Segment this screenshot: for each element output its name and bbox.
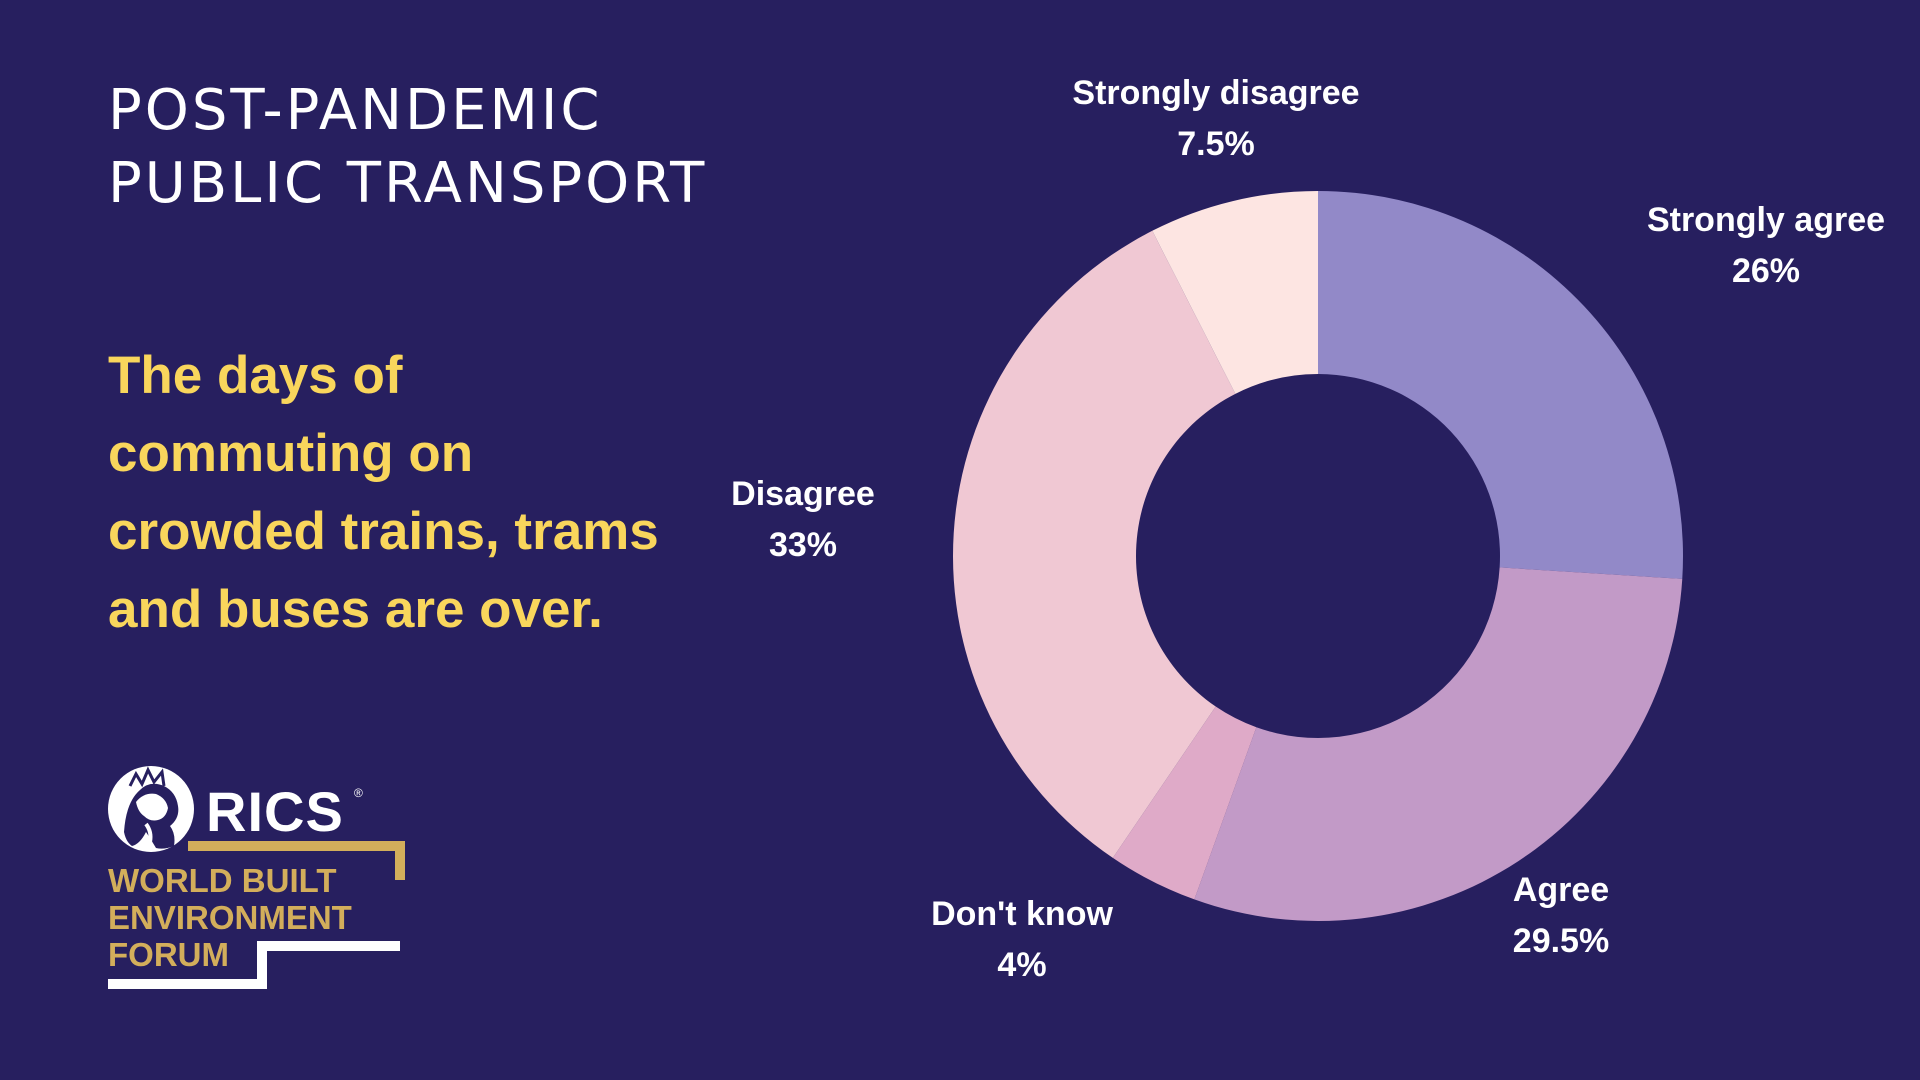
registered-mark: ® (354, 786, 363, 800)
slice-label-strongly-agree: Strongly agree (1647, 201, 1885, 239)
slice-label-agree: Agree (1513, 871, 1609, 909)
slice-strongly-agree (1318, 191, 1683, 579)
slice-value-strongly-disagree: 7.5% (1177, 125, 1255, 163)
rics-wordmark: RICS (206, 780, 344, 843)
slice-label-strongly-disagree: Strongly disagree (1072, 74, 1359, 112)
slice-value-disagree: 33% (769, 526, 837, 564)
statement-line-4: and buses are over. (108, 580, 603, 639)
statement-line-3: crowded trains, trams (108, 502, 659, 561)
rics-logo: RICS ® WORLD BUILT ENVIRONMENT FORUM (106, 762, 406, 992)
statement-line-2: commuting on (108, 424, 474, 483)
slice-disagree (953, 230, 1236, 858)
survey-statement: The days of commuting on crowded trains,… (108, 337, 728, 649)
page-title: POST-PANDEMIC PUBLIC TRANSPORT (108, 74, 707, 220)
slice-agree (1194, 567, 1683, 922)
forum-line-3: FORUM (108, 936, 229, 973)
slice-value-strongly-agree: 26% (1732, 252, 1800, 290)
title-line-1: POST-PANDEMIC (108, 78, 603, 143)
forum-line-2: ENVIRONMENT (108, 899, 352, 936)
slice-label-don-t-know: Don't know (931, 895, 1113, 933)
forum-line-1: WORLD BUILT (108, 862, 337, 899)
donut-labels: Strongly agree 26% Agree 29.5% Don't know 4% D… (731, 74, 1885, 984)
donut-slices (953, 191, 1683, 922)
slice-don-t-know (1112, 706, 1257, 900)
slice-value-don-t-know: 4% (997, 946, 1046, 984)
slice-label-disagree: Disagree (731, 475, 875, 513)
slice-strongly-disagree (1152, 191, 1318, 394)
slice-value-agree: 29.5% (1513, 922, 1609, 960)
statement-line-1: The days of (108, 346, 403, 405)
title-line-2: PUBLIC TRANSPORT (108, 151, 708, 216)
lion-icon (108, 766, 405, 989)
forum-name: WORLD BUILT ENVIRONMENT FORUM (108, 862, 352, 973)
